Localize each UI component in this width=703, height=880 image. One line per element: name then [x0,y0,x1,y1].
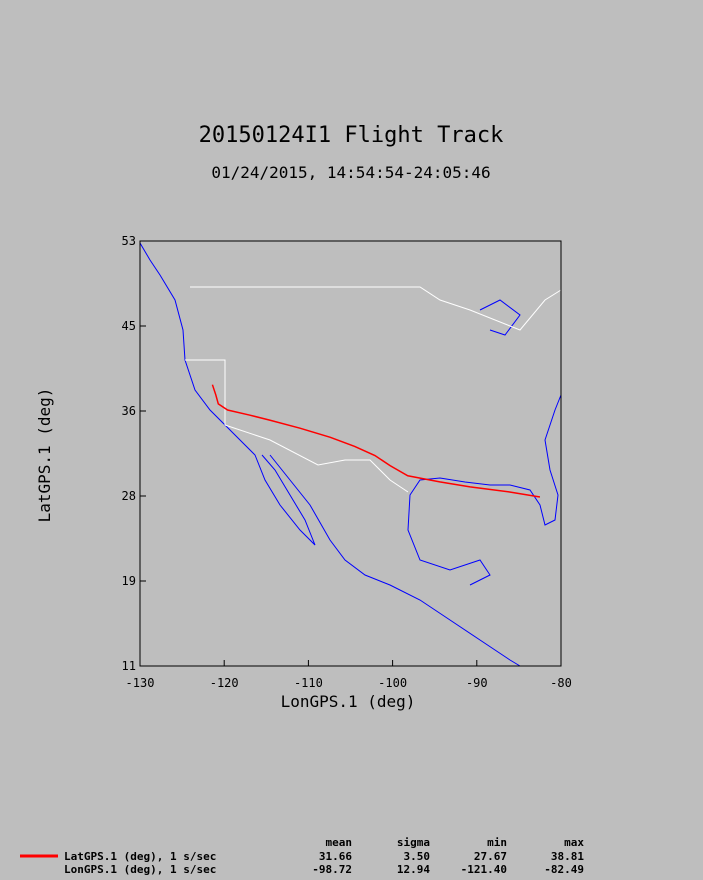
stats-value: -121.40 [461,863,507,876]
x-tick-label: -90 [466,676,488,690]
us-canada-border [190,286,562,331]
stats-value: 12.94 [397,863,430,876]
chart-title: 20150124I1 Flight Track [199,123,504,148]
y-axis-label: LatGPS.1 (deg) [35,388,54,523]
x-tick-label: -120 [210,676,239,690]
x-tick-label: -110 [294,676,323,690]
y-tick-label: 11 [122,659,136,673]
x-tick-label: -130 [126,676,155,690]
pacific-mexico [269,454,521,667]
y-tick-label: 19 [122,574,136,588]
state-borders [185,359,226,425]
y-tick-label: 53 [122,234,136,248]
y-tick-label: 45 [122,319,136,333]
stats-value: 3.50 [404,850,431,863]
great-lakes [479,299,521,336]
stats-header: sigma [397,836,430,849]
stats-row-label: LonGPS.1 (deg), 1 s/sec [64,863,216,876]
us-mexico-border [224,424,409,493]
flight-track [211,384,541,498]
stats-header: mean [326,836,353,849]
chart-subtitle: 01/24/2015, 14:54:54-24:05:46 [211,163,490,182]
gulf-atlantic [407,394,562,586]
plot-frame [139,240,562,667]
stats-row-label: LatGPS.1 (deg), 1 s/sec [64,850,216,863]
stats-value: 27.67 [474,850,507,863]
stats-header: min [487,836,507,849]
coastline [139,242,562,667]
x-axis-label: LonGPS.1 (deg) [281,692,416,711]
west-coast [139,242,316,546]
y-tick-label: 36 [122,404,136,418]
stats-header: max [564,836,584,849]
stats-value: -82.49 [544,863,584,876]
stats-value: 38.81 [551,850,584,863]
x-tick-label: -80 [550,676,572,690]
borders [185,286,562,493]
stats-value: 31.66 [319,850,352,863]
y-tick-label: 28 [122,489,136,503]
stats-value: -98.72 [312,863,352,876]
x-tick-label: -100 [378,676,407,690]
